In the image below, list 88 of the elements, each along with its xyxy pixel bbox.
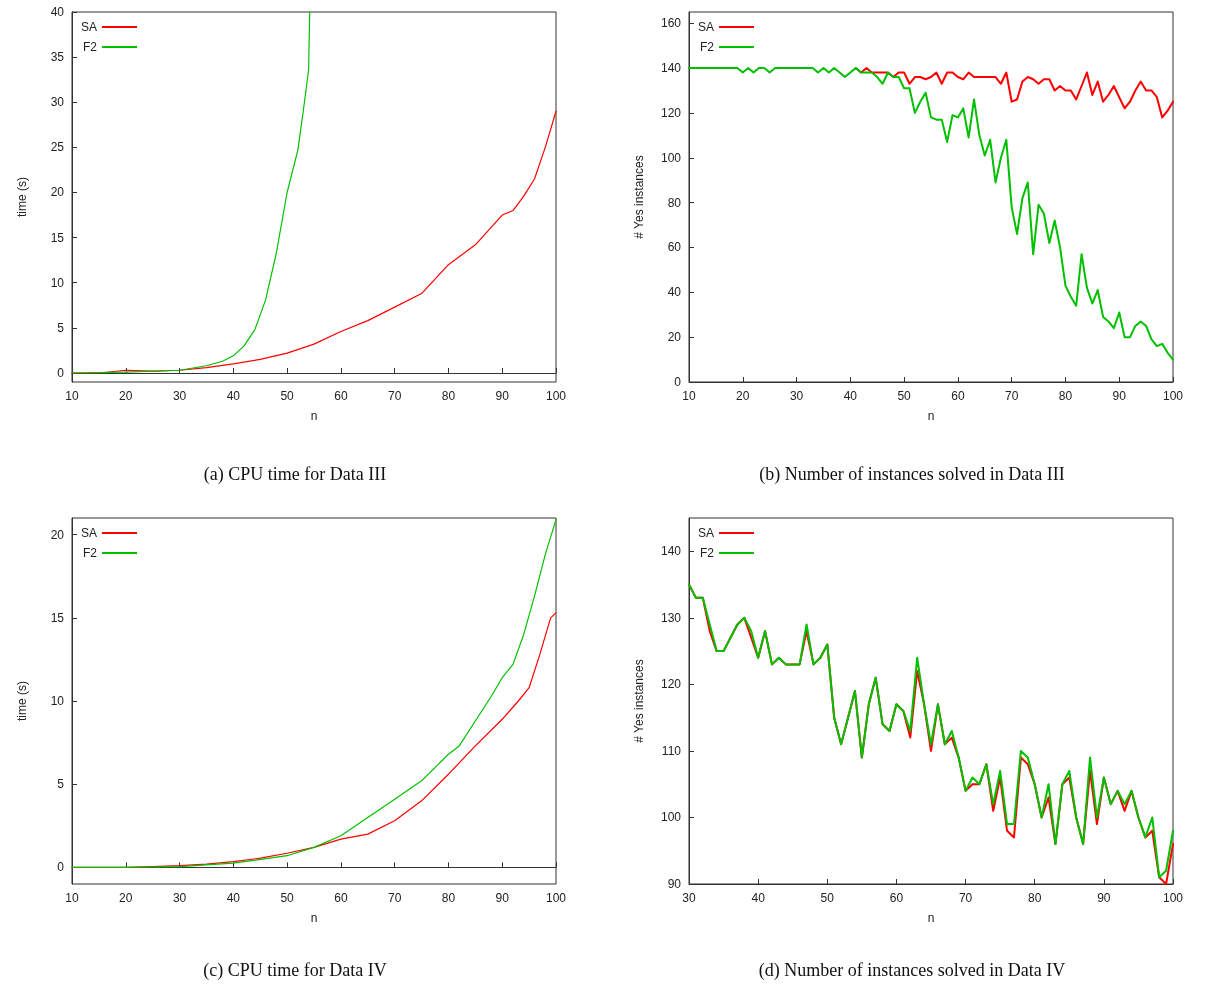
x-tick-label: 70 [387, 389, 402, 403]
x-tick-label: 80 [1058, 389, 1073, 403]
legend-label: SA [80, 20, 98, 34]
y-tick-label: 60 [667, 240, 682, 255]
y-tick-label: 40 [667, 285, 682, 300]
y-tick-label: 15 [50, 610, 65, 625]
y-tick-label: 25 [50, 140, 65, 155]
x-tick-label: 60 [334, 891, 348, 905]
x-tick-label: 30 [172, 389, 187, 403]
y-tick-label: 0 [674, 375, 682, 389]
x-tick-label: 60 [889, 891, 904, 905]
y-tick-label: 120 [660, 105, 682, 120]
x-tick-label: 30 [172, 891, 187, 905]
x-tick-label: 40 [751, 891, 766, 905]
x-tick-label: 80 [1028, 891, 1042, 905]
x-tick-label: 90 [1112, 389, 1127, 403]
x-tick-label: 50 [280, 891, 295, 905]
x-tick-label: 50 [280, 389, 295, 403]
x-tick-label: 70 [387, 891, 402, 905]
y-tick-label: 120 [660, 677, 682, 692]
y-tick-label: 140 [660, 544, 682, 559]
x-tick-label: 60 [334, 389, 348, 403]
text: (c) CPU time for Data IV [203, 960, 387, 981]
x-axis-title: n [927, 911, 935, 925]
y-tick-label: 5 [57, 320, 65, 335]
text: (b) Number of instances solved in Data III [759, 464, 1065, 485]
y-tick-label: 40 [50, 5, 65, 19]
x-tick-label: 20 [736, 389, 750, 403]
text: (d) Number of instances solved in Data IV [758, 960, 1066, 981]
y-tick-label: 80 [667, 195, 682, 210]
x-tick-label: 40 [843, 389, 858, 403]
y-tick-label: 0 [57, 860, 65, 875]
legend-label: SA [697, 20, 715, 34]
x-tick-label: 70 [958, 891, 973, 905]
y-tick-label: 110 [661, 743, 682, 758]
x-tick-label: 20 [119, 891, 133, 905]
x-tick-label: 90 [495, 389, 510, 403]
x-tick-label: 90 [495, 891, 510, 905]
legend-label: F2 [82, 40, 98, 54]
y-tick-label: 10 [50, 694, 65, 708]
x-tick-label: 100 [1162, 389, 1184, 403]
x-tick-label: 40 [226, 389, 241, 403]
legend-label: SA [697, 526, 715, 540]
y-tick-label: 160 [660, 16, 682, 31]
x-tick-label: 30 [682, 891, 696, 905]
y-tick-label: 90 [667, 877, 682, 891]
y-tick-label: 30 [50, 95, 65, 110]
x-tick-label: 60 [951, 389, 965, 403]
x-axis-title: n [927, 409, 935, 423]
x-axis-title: n [310, 911, 318, 925]
y-axis-title: time (s) [15, 177, 29, 217]
x-tick-label: 10 [682, 389, 696, 403]
y-tick-label: 5 [57, 777, 65, 792]
legend-label: F2 [82, 546, 98, 560]
y-tick-label: 0 [57, 365, 65, 380]
text: (a) CPU time for Data III [203, 464, 387, 485]
x-axis-title: n [310, 409, 318, 423]
x-tick-label: 80 [441, 389, 456, 403]
x-tick-label: 80 [441, 891, 456, 905]
y-axis-title: # Yes instances [632, 155, 646, 239]
y-axis-title: # Yes instances [632, 659, 646, 743]
x-tick-label: 40 [226, 891, 241, 905]
y-tick-label: 35 [50, 50, 65, 65]
x-tick-label: 100 [545, 891, 567, 905]
y-tick-label: 15 [50, 230, 65, 245]
x-tick-label: 100 [1162, 891, 1184, 905]
x-tick-label: 20 [119, 389, 133, 403]
y-tick-label: 10 [50, 275, 65, 290]
legend-label: SA [80, 526, 98, 540]
x-tick-label: 90 [1097, 891, 1111, 905]
x-tick-label: 50 [820, 891, 835, 905]
x-tick-label: 30 [789, 389, 804, 403]
y-tick-label: 100 [660, 810, 682, 825]
line-series [71, 519, 557, 868]
line-series [688, 67, 1174, 361]
x-tick-label: 50 [897, 389, 912, 403]
y-tick-label: 20 [50, 527, 65, 542]
y-tick-label: 20 [667, 330, 682, 345]
legend-label: F2 [699, 40, 715, 54]
y-tick-label: 20 [50, 185, 65, 200]
y-tick-label: 100 [660, 150, 682, 165]
y-axis-title: time (s) [15, 681, 29, 721]
legend-label: F2 [699, 546, 715, 560]
y-tick-label: 140 [660, 61, 682, 76]
line-series [71, 11, 311, 374]
x-tick-label: 70 [1004, 389, 1019, 403]
y-tick-label: 130 [660, 610, 682, 625]
x-tick-label: 100 [545, 389, 567, 403]
